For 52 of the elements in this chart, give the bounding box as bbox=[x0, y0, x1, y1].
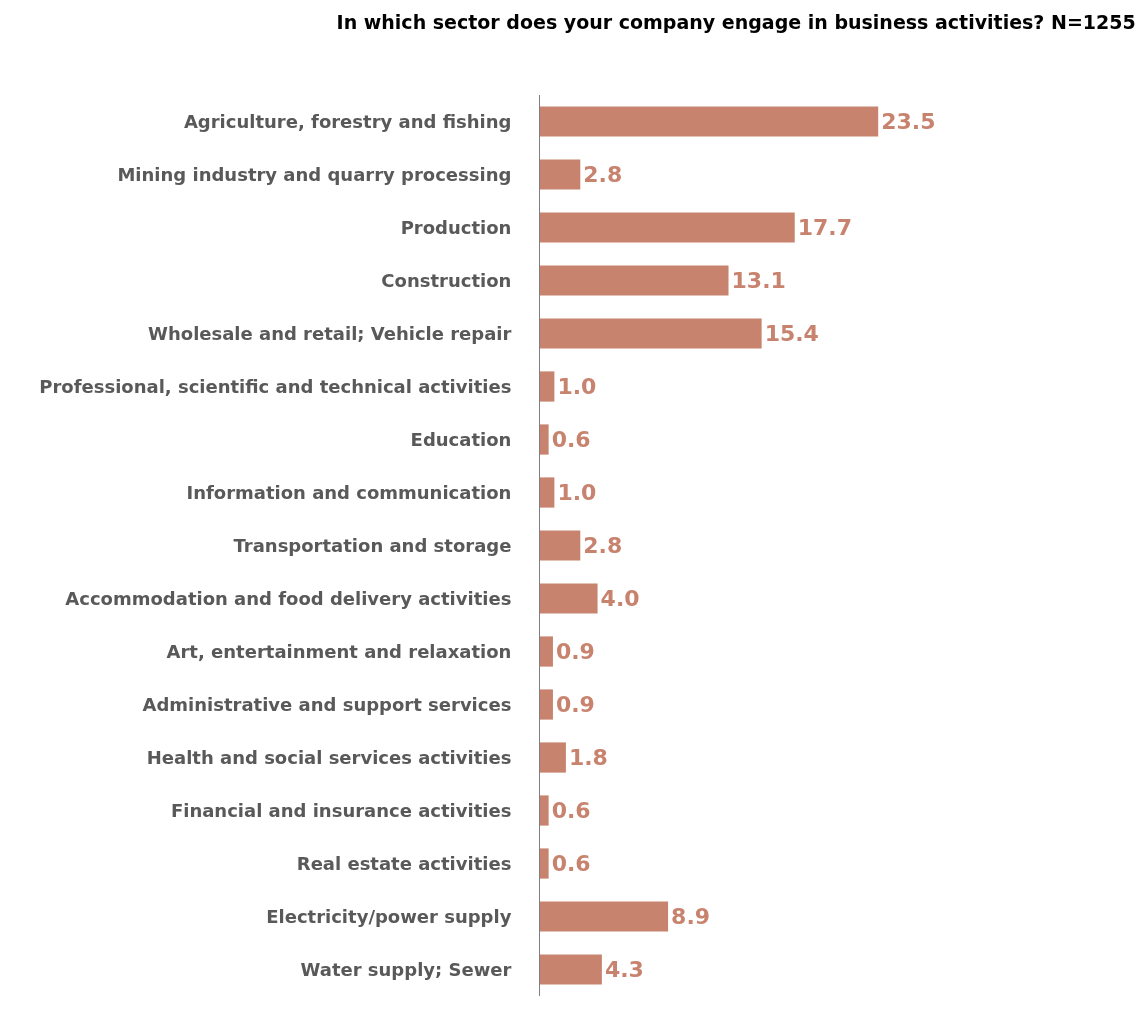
bar bbox=[540, 583, 598, 614]
y-tick-label: Accommodation and food delivery activities bbox=[65, 587, 512, 609]
bar bbox=[540, 954, 602, 985]
bar bbox=[540, 636, 553, 667]
y-tick-label: Professional, scientific and technical activities bbox=[39, 375, 512, 397]
bar bbox=[540, 901, 669, 932]
bar bbox=[540, 371, 555, 402]
y-tick-label: Health and social services activities bbox=[146, 746, 512, 768]
chart-title: In which sector does your company engage in business activities? N=1255 bbox=[336, 10, 1136, 33]
y-tick-label: Construction bbox=[381, 269, 512, 291]
y-tick-label: Transportation and storage bbox=[233, 534, 512, 556]
bar bbox=[540, 212, 795, 243]
y-tick-label: Art, entertainment and relaxation bbox=[166, 640, 512, 662]
data-label: 23.5 bbox=[881, 109, 936, 135]
data-label: 8.9 bbox=[671, 904, 711, 930]
y-tick-label: Administrative and support services bbox=[142, 693, 512, 715]
data-label: 1.0 bbox=[557, 480, 597, 506]
data-label: 4.3 bbox=[604, 957, 644, 983]
y-tick-label: Production bbox=[400, 216, 512, 238]
y-tick-label: Wholesale and retail; Vehicle repair bbox=[148, 322, 512, 344]
data-label: 17.7 bbox=[797, 215, 853, 241]
data-label: 13.1 bbox=[731, 268, 786, 294]
y-tick-label: Water supply; Sewer bbox=[300, 958, 512, 980]
y-tick-label: Financial and insurance activities bbox=[170, 799, 512, 821]
bar bbox=[540, 106, 879, 137]
y-tick-label: Information and communication bbox=[186, 481, 512, 503]
bar bbox=[540, 318, 762, 349]
bar bbox=[540, 795, 549, 826]
bar bbox=[540, 159, 581, 190]
bar bbox=[540, 265, 729, 296]
y-tick-label: Mining industry and quarry processing bbox=[117, 163, 512, 185]
data-label: 0.9 bbox=[555, 692, 595, 718]
data-label: 2.8 bbox=[583, 162, 623, 188]
y-tick-label: Agriculture, forestry and fishing bbox=[183, 110, 512, 132]
y-tick-label: Real estate activities bbox=[296, 852, 512, 874]
data-label: 1.0 bbox=[557, 374, 597, 400]
y-tick-label: Education bbox=[410, 428, 512, 450]
data-label: 0.6 bbox=[551, 427, 591, 453]
y-tick-label: Electricity/power supply bbox=[266, 905, 512, 927]
bar bbox=[540, 848, 549, 879]
bar bbox=[540, 424, 549, 455]
data-label: 4.0 bbox=[600, 586, 640, 612]
data-label: 2.8 bbox=[583, 533, 623, 559]
bar bbox=[540, 530, 581, 561]
data-label: 1.8 bbox=[568, 745, 608, 771]
bar bbox=[540, 689, 553, 720]
bar bbox=[540, 477, 555, 508]
data-label: 0.6 bbox=[551, 851, 591, 877]
bar bbox=[540, 742, 566, 773]
data-label: 0.9 bbox=[555, 639, 595, 665]
data-label: 15.4 bbox=[764, 321, 819, 347]
data-label: 0.6 bbox=[551, 798, 591, 824]
